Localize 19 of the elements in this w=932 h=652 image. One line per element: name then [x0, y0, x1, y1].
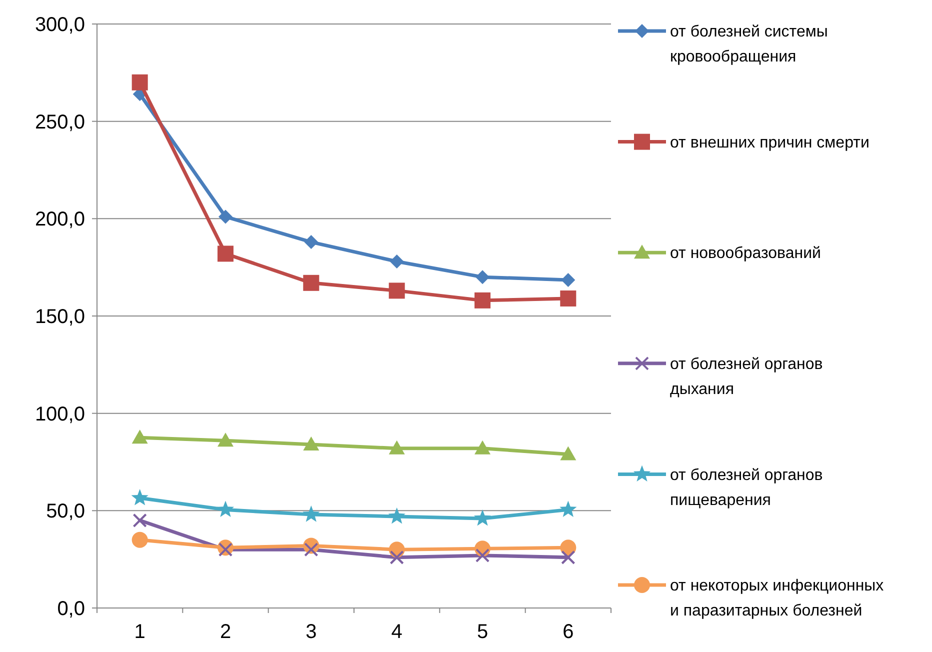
legend-label: от новообразований: [670, 245, 821, 262]
x-tick-label: 1: [134, 621, 146, 643]
legend-label: от болезней органов пищеварения: [670, 466, 823, 509]
legend-label: от внешних причин смерти: [670, 134, 870, 152]
x-tick-label: 5: [476, 621, 488, 643]
y-tick-label: 300,0: [34, 14, 85, 36]
y-tick-label: 150,0: [34, 306, 85, 328]
legend-label: от некоторых инфекционных и паразитарных болезней: [670, 578, 884, 620]
y-tick-label: 50,0: [46, 500, 85, 523]
x-tick-label: 2: [220, 621, 232, 643]
y-tick-label: 200,0: [34, 208, 85, 231]
x-tick-label: 4: [391, 621, 402, 643]
x-tick-label: 6: [562, 621, 574, 643]
y-tick-label: 250,0: [34, 111, 85, 134]
y-tick-label: 0,0: [57, 598, 85, 620]
legend-label: от болезней системы кровообращения: [670, 24, 828, 66]
x-tick-label: 3: [306, 621, 317, 643]
y-tick-label: 100,0: [34, 403, 85, 426]
legend-label: от болезней органов дыхания: [670, 356, 823, 398]
